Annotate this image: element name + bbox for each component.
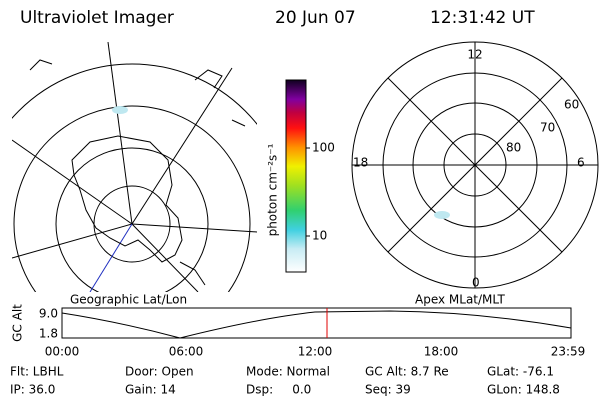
- footer-field: GC Alt: 8.7 Re: [365, 365, 449, 379]
- magnetic-label: Apex MLat/MLT: [415, 293, 505, 307]
- mlt-label: 0: [472, 276, 480, 290]
- footer-field: Mode: Normal: [246, 365, 330, 379]
- mlat-label: 70: [540, 121, 555, 135]
- mlat-label: 60: [564, 98, 579, 112]
- geographic-label: Geographic Lat/Lon: [70, 293, 187, 307]
- mlat-label: 80: [506, 141, 521, 155]
- colorbar-label: photon cm⁻²s⁻¹: [266, 143, 280, 236]
- altitude-axis-label: GC Alt: [11, 304, 25, 342]
- footer: Flt: LBHL Door: Open Mode: Normal GC Alt: 8…: [10, 365, 560, 397]
- footer-field: Flt: LBHL: [10, 365, 64, 379]
- altitude-curve: [61, 310, 572, 339]
- altitude-plot-frame: [61, 307, 572, 339]
- title: Ultraviolet Imager: [20, 8, 174, 28]
- mlt-label: 18: [353, 156, 368, 170]
- footer-field: Gain: 14: [125, 383, 176, 397]
- footer-field: IP: 36.0: [10, 383, 55, 397]
- magnetic-map: [351, 41, 599, 289]
- footer-field: GLat: -76.1: [487, 365, 554, 379]
- x-tick-label: 18:00: [424, 345, 459, 359]
- date: 20 Jun 07: [275, 8, 356, 28]
- geographic-map: [12, 42, 257, 292]
- footer-field: Seq: 39: [365, 383, 411, 397]
- colorbar: [285, 79, 307, 273]
- mlt-label: 12: [467, 48, 482, 62]
- footer-field: Door: Open: [125, 365, 194, 379]
- colorbar-tick: 100: [312, 141, 335, 155]
- mlt-label: 6: [577, 156, 585, 170]
- footer-field: GLon: 148.8: [487, 383, 560, 397]
- x-tick-label: 12:00: [298, 345, 333, 359]
- x-tick-label: 23:59: [551, 345, 586, 359]
- time: 12:31:42 UT: [430, 8, 535, 28]
- y-tick-label: 1.8: [39, 327, 58, 341]
- colorbar-tick: 10: [312, 229, 327, 243]
- footer-field: Dsp: 0.0: [246, 383, 311, 397]
- x-tick-label: 06:00: [169, 345, 204, 359]
- x-tick-label: 00:00: [45, 345, 80, 359]
- y-tick-label: 9.0: [39, 307, 58, 321]
